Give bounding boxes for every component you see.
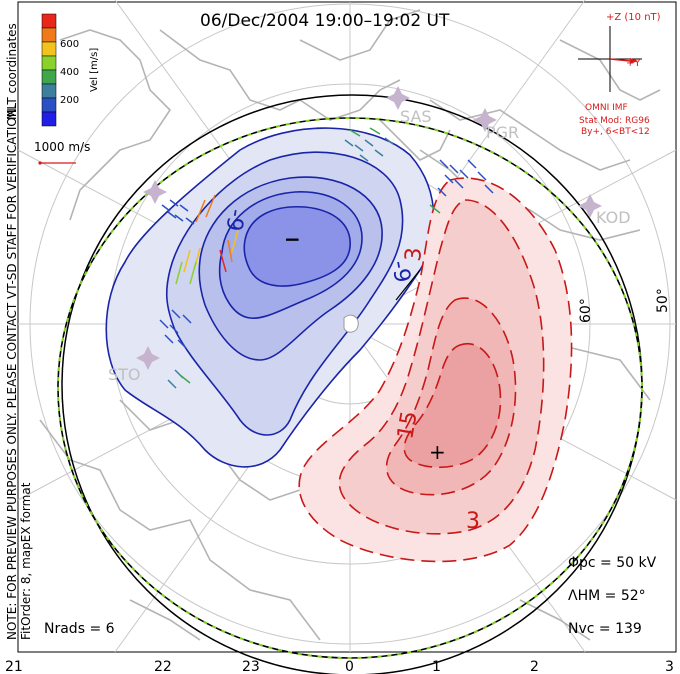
- pos-contour-label-1: 3: [401, 246, 427, 262]
- preview-note: NOTE: FOR PREVIEW PURPOSES ONLY. PLEASE …: [5, 104, 19, 640]
- colorbar-segment: [41, 69, 57, 85]
- colorbar-segment: [41, 55, 57, 71]
- imf-vector: [609, 58, 631, 62]
- colorbar-segment: [41, 111, 57, 127]
- stat-model: Stat Mod: RG96: [579, 116, 650, 126]
- mlt-tick-2: 2: [530, 659, 539, 674]
- zero-contour-fragment: [395, 269, 421, 301]
- station-star-extra: [143, 180, 167, 204]
- neg-contour-label-1: -9: [220, 207, 248, 233]
- colorbar-label: Vel [m/s]: [89, 48, 100, 92]
- separatrix-marker: [343, 314, 359, 333]
- pos-contour-label-2: 15: [393, 409, 422, 441]
- colorbar-segment: [41, 27, 57, 43]
- imf-clock: [578, 26, 642, 92]
- hm-boundary-green: [57, 117, 643, 659]
- colorbar-segment: [41, 13, 57, 29]
- mlt-tick-23: 23: [242, 659, 260, 674]
- colorbar-tick-600: 600: [60, 39, 79, 50]
- coordinate-system-label: MLT coordinates: [5, 23, 19, 120]
- velocity-colorbar: [41, 13, 57, 127]
- lat-label-60: 60°: [578, 298, 594, 323]
- neg-contour-label-2: -9: [386, 259, 414, 285]
- mlt-tick-21: 21: [5, 659, 23, 674]
- reference-vector-dot: [38, 161, 42, 165]
- reference-vector-label: 1000 m/s: [34, 140, 90, 154]
- velocity-vectors: [159, 127, 494, 389]
- stat-n-vc: Nvc = 139: [568, 621, 642, 637]
- colorbar-segment: [41, 41, 57, 57]
- station-star-kod: [578, 194, 602, 218]
- station-label-sto: STO: [108, 365, 141, 384]
- colorbar-segment: [41, 97, 57, 113]
- mlt-tick-22: 22: [154, 659, 172, 674]
- pos-contour-label-3: 3: [466, 509, 480, 534]
- positive-potential-cell: [298, 177, 573, 563]
- stat-phi-pc: Φpc = 50 kV: [568, 555, 657, 571]
- colorbar-tick-400: 400: [60, 67, 79, 78]
- colorbar-tick-200: 200: [60, 95, 79, 106]
- station-star-sas: [386, 86, 410, 110]
- mlt-tick-0: 0: [345, 659, 354, 674]
- imf-source: OMNI IMF: [585, 103, 628, 113]
- mlt-tick-3: 3: [665, 659, 674, 674]
- mlt-tick-1: 1: [432, 659, 441, 674]
- lat-label-50: 50°: [655, 288, 671, 313]
- imf-vector-head: [630, 58, 638, 64]
- fit-order-note: FitOrder: 8, mapEX format: [19, 482, 33, 640]
- station-star-pgr: [473, 108, 497, 132]
- stat-lambda-hm: ΛHM = 52°: [568, 588, 646, 604]
- colorbar-segment: [41, 83, 57, 99]
- potential-max-marker: +: [429, 440, 446, 464]
- imf-y-label: +Y: [626, 58, 641, 69]
- station-label-sas: SAS: [400, 107, 432, 126]
- station-markers: [136, 86, 602, 370]
- imf-z-label: +Z (10 nT): [606, 12, 661, 23]
- station-label-pgr: PGR: [486, 123, 519, 142]
- neg-contour-5: [243, 205, 351, 287]
- station-star-sto: [136, 346, 160, 370]
- imf-condition: By+, 6<BT<12: [581, 127, 650, 137]
- station-label-kod: KOD: [596, 208, 631, 227]
- map-title: 06/Dec/2004 19:00–19:02 UT: [200, 11, 450, 31]
- stat-n-rads: Nrads = 6: [44, 621, 115, 637]
- potential-min-marker: −: [284, 227, 301, 251]
- pos-contour-4: [403, 342, 502, 469]
